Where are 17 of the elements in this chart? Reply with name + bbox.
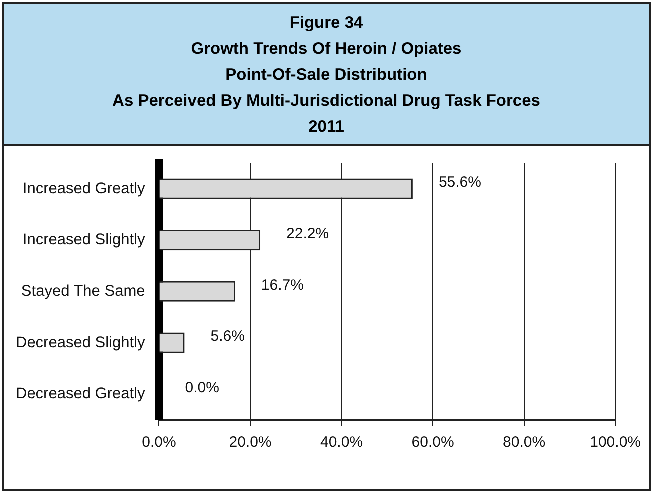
chart-title: Figure 34 Growth Trends Of Heroin / Opiates Point-Of-Sale Distribution As Perceived By Multi-Jurisdictional Drug Task Forces 2011 — [112, 13, 542, 138]
data-label: 55.6% — [438, 174, 482, 192]
data-label: 16.7% — [261, 276, 304, 294]
x-tick-label: 100.0% — [590, 434, 641, 452]
x-tick-label: 40.0% — [320, 434, 364, 452]
x-tick-label: 60.0% — [412, 434, 454, 452]
y-tick-label: Decreased Greatly — [16, 386, 146, 403]
x-tick-label: 20.0% — [229, 434, 272, 452]
x-tick-label: 80.0% — [503, 434, 546, 452]
y-tick-label: Stayed The Same — [21, 282, 146, 300]
x-tick-label: 0.0% — [142, 434, 176, 452]
data-label: 5.6% — [210, 328, 245, 346]
y-tick-label: Decreased Slightly — [16, 334, 146, 352]
data-label: 22.2% — [286, 225, 330, 242]
y-tick-label: Increased Slightly — [22, 232, 146, 249]
data-label: 0.0% — [185, 379, 220, 396]
y-tick-label: Increased Greatly — [22, 180, 146, 198]
